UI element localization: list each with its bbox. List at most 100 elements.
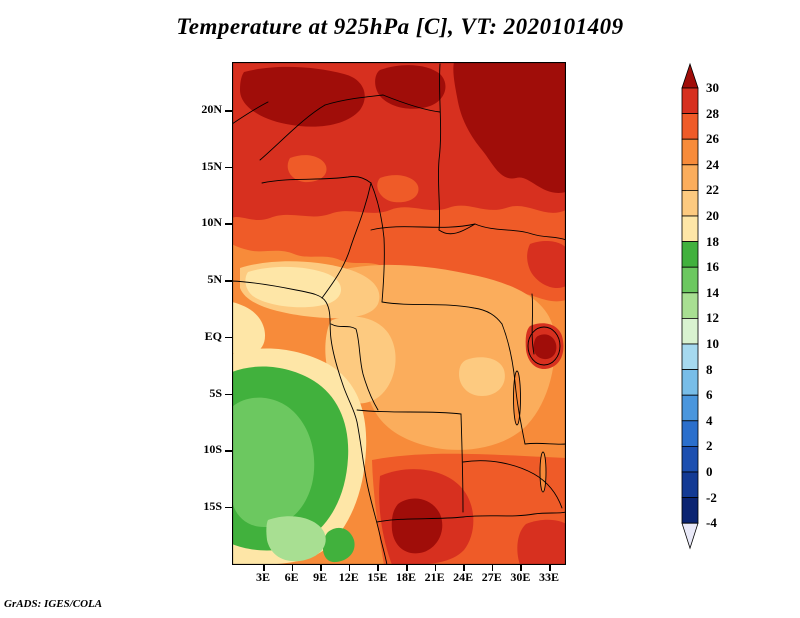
- y-axis-tick: [225, 280, 232, 282]
- border-line: [462, 511, 566, 518]
- chart-title: Temperature at 925hPa [C], VT: 202010140…: [176, 14, 624, 39]
- legend-level-label: -4: [706, 515, 717, 531]
- legend-segment: [681, 471, 699, 499]
- temp-region: [377, 175, 419, 203]
- temp-region: [453, 62, 566, 193]
- x-axis-label: 30E: [510, 570, 531, 584]
- border-line: [321, 182, 372, 299]
- y-axis-tick: [225, 450, 232, 452]
- temp-region: [245, 266, 342, 308]
- border-line: [462, 460, 563, 509]
- legend-level-label: 28: [706, 105, 719, 121]
- legend-level-label: 30: [706, 80, 719, 95]
- x-axis-label: 24E: [453, 570, 474, 584]
- legend-segment: [681, 113, 699, 140]
- temp-region: [232, 397, 315, 528]
- legend-segment: [681, 497, 699, 524]
- legend-level-label: 10: [706, 336, 719, 351]
- temp-fill-regions: [232, 62, 566, 565]
- x-axis-label: 6E: [284, 570, 299, 584]
- legend-level-label: 26: [706, 131, 719, 147]
- border-line: [370, 182, 385, 303]
- x-axis-tick: [263, 565, 265, 571]
- y-axis-tick: [225, 336, 232, 339]
- x-axis-tick: [377, 565, 379, 571]
- border-line: [524, 442, 566, 445]
- y-axis-tick: [225, 166, 232, 169]
- legend-segment: [681, 394, 699, 422]
- border-line: [261, 176, 372, 184]
- map-svg: [232, 62, 566, 565]
- y-axis-label: EQ: [204, 328, 222, 343]
- x-axis-label: 27E: [481, 570, 502, 584]
- y-axis-label: 10N: [201, 215, 222, 230]
- legend-level-label: 20: [706, 208, 719, 223]
- legend-level-label: 6: [706, 387, 713, 403]
- legend-segment: [681, 445, 699, 473]
- temp-region: [517, 519, 566, 565]
- x-axis-label: 15E: [367, 570, 388, 584]
- temp-region: [339, 264, 555, 450]
- x-axis-tick: [549, 565, 551, 571]
- y-axis-tick: [225, 506, 232, 509]
- y-axis-label: 15N: [201, 158, 222, 173]
- color-legend: 30 28 26 24 22 20 18 16 14 12 10 8 6 4 2 0 -2 -4: [678, 62, 748, 582]
- temp-region: [232, 302, 266, 357]
- x-axis-tick: [463, 565, 465, 571]
- border-line: [474, 223, 566, 241]
- temp-region: [322, 527, 355, 563]
- lake-victoria-outline: [527, 326, 561, 366]
- y-axis-label: 5N: [207, 272, 222, 287]
- legend-segment: [681, 292, 699, 319]
- y-axis-tick: [225, 393, 232, 396]
- x-axis-label: 18E: [395, 570, 416, 584]
- temp-region: [391, 498, 443, 554]
- temp-region: [527, 241, 566, 289]
- legend-level-label: 18: [706, 233, 719, 249]
- legend-level-label: 4: [706, 412, 713, 428]
- legend-segment: [681, 164, 699, 191]
- legend-segment: [681, 266, 699, 294]
- legend-level-label: -2: [706, 489, 717, 505]
- y-axis-label: 15S: [203, 498, 222, 513]
- legend-level-label: 14: [706, 284, 719, 300]
- credit-text: GrADS: IGES/COLA: [4, 598, 103, 610]
- border-line: [330, 323, 379, 411]
- y-axis-tick: [225, 110, 232, 112]
- legend-segment: [681, 420, 699, 447]
- temp-region: [240, 66, 365, 127]
- border-line: [259, 104, 326, 161]
- x-axis-label: 12E: [338, 570, 359, 584]
- legend-arrow-bottom: [681, 522, 699, 550]
- border-line: [232, 101, 269, 125]
- x-axis-tick: [291, 565, 294, 571]
- lake-malawi: [539, 451, 547, 493]
- map-frame: [232, 62, 566, 565]
- x-axis-label: 33E: [538, 570, 559, 584]
- legend-segment: [681, 138, 699, 166]
- legend-segment: [681, 369, 699, 396]
- legend-level-label: 22: [706, 182, 719, 198]
- x-axis-tick: [520, 565, 522, 571]
- x-axis-tick: [348, 565, 351, 571]
- x-axis-label: 9E: [313, 570, 328, 584]
- y-axis-tick: [225, 223, 232, 225]
- legend-segment: [681, 189, 699, 217]
- border-line: [501, 323, 526, 445]
- x-axis-label: 21E: [424, 570, 445, 584]
- temperature-map: [232, 62, 566, 565]
- y-axis-label: 10S: [203, 442, 222, 457]
- x-axis-label: 3E: [255, 570, 270, 584]
- x-axis-tick: [434, 565, 437, 571]
- x-axis-tick: [320, 565, 322, 571]
- y-axis-label: 20N: [201, 102, 222, 116]
- legend-level-label: 0: [706, 464, 713, 479]
- legend-bar: [681, 62, 699, 550]
- legend-segment: [681, 87, 699, 115]
- border-line: [356, 409, 462, 415]
- legend-level-label: 24: [706, 156, 719, 172]
- x-axis-tick: [406, 565, 408, 571]
- temp-region: [375, 65, 446, 109]
- border-line: [460, 413, 464, 513]
